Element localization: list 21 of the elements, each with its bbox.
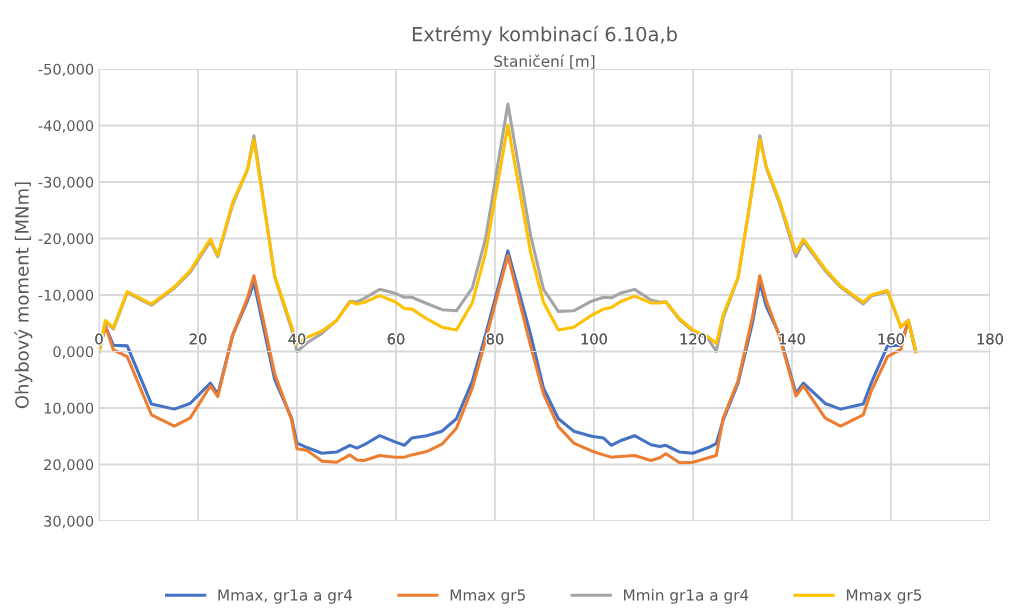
x-tick-label: 60 <box>387 333 405 345</box>
x-tick-label: 120 <box>680 333 706 345</box>
legend-label: Mmin gr1a a gr4 <box>624 588 749 604</box>
y-tick-label: 30,000 <box>44 515 94 529</box>
y-tick-label: 20,000 <box>44 459 94 472</box>
y-axis-title: Ohybový moment [MNm] <box>14 182 33 409</box>
legend-label: Mmax gr5 <box>450 589 525 604</box>
y-tick-label: -10,000 <box>38 289 94 303</box>
y-tick-label: -20,000 <box>38 233 94 246</box>
legend-label: Mmax gr5 <box>846 589 922 604</box>
y-tick-label: 10,000 <box>44 402 94 416</box>
y-tick-label: 0,000 <box>53 346 94 359</box>
chart-title: Extrémy kombinací 6.10a,b <box>412 25 677 46</box>
x-tick-label: 180 <box>977 333 1003 345</box>
y-tick-label: -40,000 <box>38 120 94 133</box>
x-tick-label: 20 <box>189 333 207 345</box>
x-tick-label: 100 <box>581 333 607 345</box>
y-tick-label: -50,000 <box>38 63 94 77</box>
y-tick-label: -30,000 <box>38 176 94 190</box>
x-axis-title: Staničení [m] <box>494 54 595 69</box>
legend-label: Mmax, gr1a a gr4 <box>218 589 353 604</box>
